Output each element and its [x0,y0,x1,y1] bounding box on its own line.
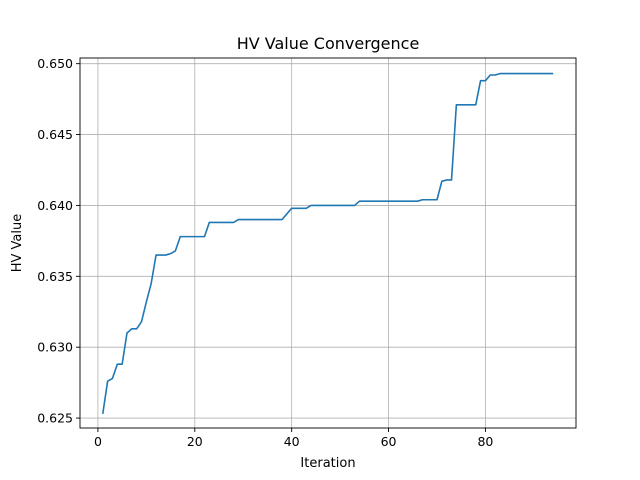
tick-layer: 0 20 40 60 80 0.625 0.630 0.635 0.640 0.645 0.650 [37,56,493,449]
y-tick-label: 0.625 [37,411,73,426]
chart-title: HV Value Convergence [237,34,420,53]
y-tick-label: 0.630 [37,340,73,355]
axes-frame [79,57,577,429]
y-tick-label: 0.640 [37,198,73,213]
x-tick-label: 40 [284,434,300,449]
grid-layer [80,58,576,428]
x-tick-label: 20 [187,434,203,449]
x-tick-label: 0 [94,434,102,449]
y-tick-label: 0.645 [37,127,73,142]
hv-series-line [101,72,554,414]
y-tick-label: 0.650 [37,56,73,71]
x-axis-label: Iteration [300,456,355,471]
series-layer [101,72,554,414]
y-tick-label: 0.635 [37,269,73,284]
x-tick-label: 60 [381,434,397,449]
x-tick-label: 80 [477,434,493,449]
y-axis-label: HV Value [10,214,25,273]
